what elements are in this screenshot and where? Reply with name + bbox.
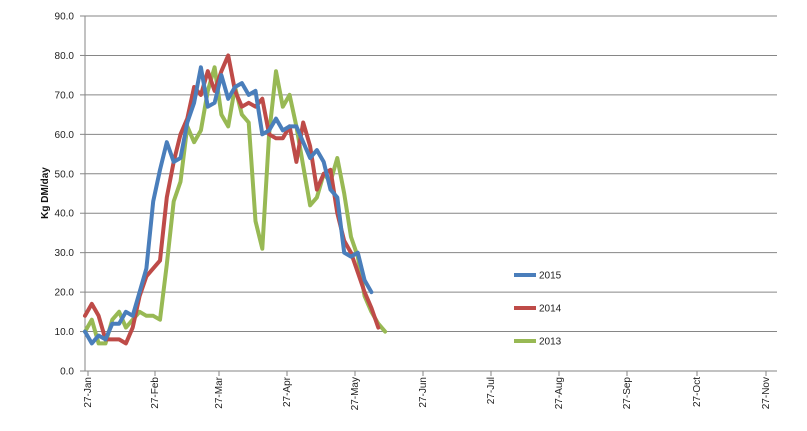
y-tick-label: 0.0 — [60, 367, 74, 378]
y-tick-label: 10.0 — [55, 327, 75, 338]
series-lines — [83, 53, 388, 346]
x-tick-label: 27-Sep — [622, 377, 633, 410]
x-tick-label: 27-Jul — [486, 377, 497, 404]
gridlines — [80, 15, 777, 376]
y-tick-label: 30.0 — [55, 248, 75, 259]
y-tick-label: 70.0 — [55, 90, 75, 101]
y-tick-label: 50.0 — [55, 169, 75, 180]
x-tick-label: 27-Feb — [150, 377, 161, 409]
legend-label-2015: 2015 — [539, 271, 562, 282]
y-tick-labels: 0.0 10.0 20.0 30.0 40.0 50.0 60.0 70.0 80.0 90.0 — [55, 12, 75, 378]
x-tick-label: 27-Oct — [692, 377, 703, 407]
y-tick-label: 80.0 — [55, 51, 75, 62]
y-axis-title: Kg DM/day — [40, 167, 51, 219]
y-tick-label: 40.0 — [55, 209, 75, 220]
x-tick-label: 27-Jan — [83, 377, 94, 408]
x-tick-label: 27-May — [350, 377, 361, 410]
legend-label-2014: 2014 — [539, 304, 562, 315]
y-tick-label: 90.0 — [55, 12, 75, 23]
x-tick-label: 27-Aug — [554, 377, 565, 409]
x-tick-label: 27-Mar — [214, 376, 225, 408]
legend: 2015 2014 2013 — [514, 271, 562, 348]
axes — [84, 16, 777, 372]
y-tick-label: 60.0 — [55, 130, 75, 141]
y-tick-label: 20.0 — [55, 288, 75, 299]
x-tick-labels: 27-Jan 27-Feb 27-Mar 27-Apr 27-May 27-Jun 27-J… — [83, 376, 772, 410]
series-line-2014 — [83, 53, 381, 346]
x-tick-label: 27-Apr — [282, 376, 293, 407]
x-tick-label: 27-Nov — [761, 377, 772, 409]
legend-label-2013: 2013 — [539, 337, 562, 348]
series-line-2015 — [83, 65, 374, 346]
x-tick-label: 27-Jun — [418, 377, 429, 408]
